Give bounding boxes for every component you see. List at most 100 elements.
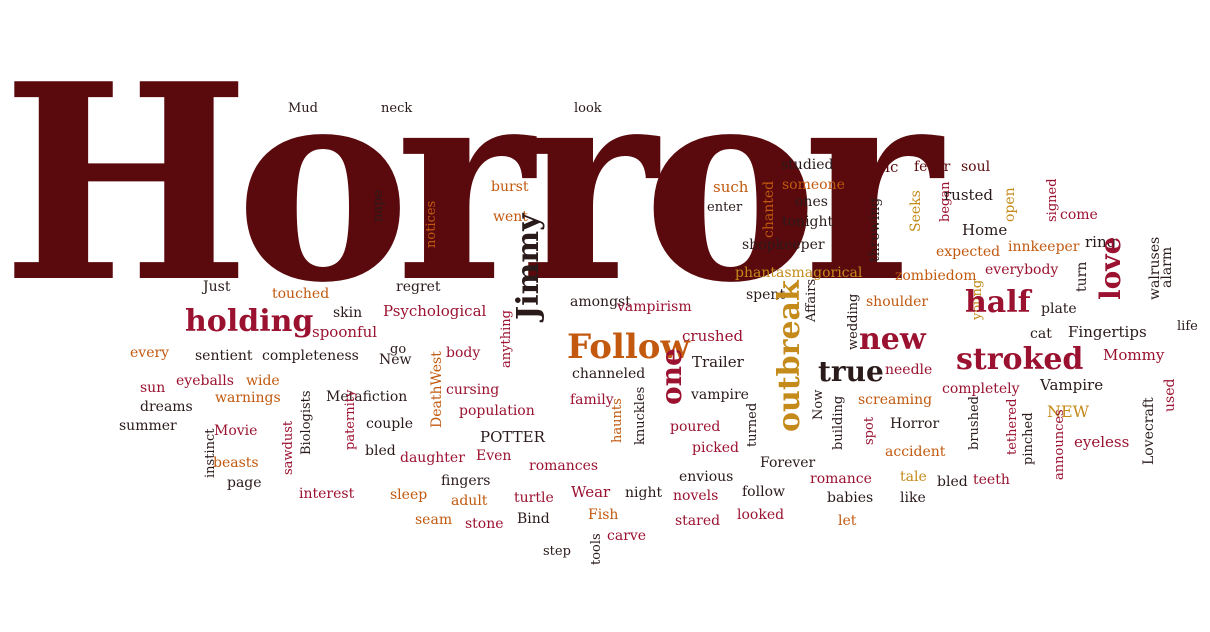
word-turn: turn: [1074, 261, 1090, 292]
word-announces: announces: [1052, 409, 1067, 480]
word-looked: looked: [737, 507, 785, 523]
word-stroked: stroked: [956, 342, 1084, 377]
word-potter: POTTER: [480, 428, 545, 446]
word-accident: accident: [885, 444, 946, 460]
word-trailer: Trailer: [692, 353, 744, 371]
word-novels: novels: [673, 488, 719, 504]
word-home: Home: [962, 221, 1008, 239]
word-spent: spent: [746, 287, 786, 303]
word-innkeeper: innkeeper: [1008, 239, 1080, 255]
word-wear: Wear: [571, 483, 611, 501]
word-building: building: [831, 395, 846, 450]
word-half: half: [965, 285, 1031, 320]
word-such: such: [713, 178, 749, 196]
word-ring: ring: [1085, 233, 1117, 251]
word-body: body: [446, 345, 481, 361]
word-page: page: [227, 475, 262, 491]
word-step: step: [543, 544, 571, 559]
word-just: Just: [203, 279, 231, 295]
word-every: every: [130, 345, 170, 361]
word-open: open: [1002, 187, 1018, 222]
word-burst: burst: [491, 179, 529, 195]
word-fingertips: Fingertips: [1068, 323, 1147, 341]
word-cursing: cursing: [446, 382, 500, 398]
word-touched: touched: [272, 286, 330, 302]
word-dreams: dreams: [140, 399, 193, 415]
word-phantasmagorical: phantasmagorical: [735, 265, 863, 281]
word-fever: fever: [914, 159, 951, 175]
word-sun: sun: [140, 380, 166, 396]
word-used: used: [1162, 378, 1178, 412]
word-spoonful: spoonful: [312, 323, 378, 341]
word-night: night: [625, 485, 663, 501]
word-signed: signed: [1045, 178, 1060, 222]
word-zombiedom: zombiedom: [895, 268, 977, 284]
word-beasts: beasts: [213, 455, 259, 471]
word-sleep: sleep: [390, 487, 428, 503]
word-spot: spot: [862, 416, 877, 445]
word-follow: follow: [742, 484, 785, 500]
word-like: like: [900, 490, 926, 506]
word-look: look: [574, 101, 602, 116]
word-brushed: brushed: [967, 396, 982, 450]
word-vampirism: vampirism: [617, 299, 692, 315]
title-word: Horror: [2, 24, 942, 342]
word-soul: soul: [961, 159, 991, 175]
word-turned: turned: [745, 402, 760, 447]
word-mud: Mud: [288, 101, 319, 116]
word-new: new: [859, 322, 926, 357]
word-even: Even: [476, 448, 512, 464]
word-sawdust: sawdust: [281, 420, 296, 475]
word-alarm: alarm: [1159, 246, 1175, 288]
word-come: come: [1060, 207, 1098, 223]
word-enter: enter: [707, 200, 743, 215]
word-shopkeeper: shopkeeper: [742, 237, 825, 253]
word-completeness: completeness: [262, 348, 359, 364]
word-deathwest: DeathWest: [429, 351, 445, 428]
word-skin: skin: [333, 305, 363, 321]
word-romance: romance: [810, 471, 872, 487]
word-stone: stone: [465, 516, 504, 532]
word-lovecraft: Lovecraft: [1141, 397, 1157, 465]
word-life: life: [1177, 319, 1198, 334]
word-interest: interest: [299, 486, 355, 502]
word-picked: picked: [692, 440, 740, 456]
word-notices: notices: [424, 200, 439, 248]
word-adult: adult: [451, 493, 488, 509]
word-true: true: [818, 355, 884, 388]
word-went: went: [493, 209, 528, 225]
word-vampire: Vampire: [1040, 376, 1104, 394]
word-fish: Fish: [588, 507, 619, 523]
word-envious: envious: [679, 469, 734, 485]
word-new: New: [379, 352, 412, 368]
word-holding: holding: [185, 304, 314, 339]
word-carve: carve: [607, 528, 647, 544]
word-haunts: haunts: [610, 398, 625, 443]
word-chanted: chanted: [761, 180, 777, 238]
word-erotic: Erotic: [852, 158, 899, 176]
word-amongst: amongst: [570, 294, 631, 310]
word-expected: expected: [936, 244, 1001, 260]
word-turtle: turtle: [514, 490, 554, 506]
word-new: NEW: [1047, 402, 1090, 421]
word-love: love: [1094, 236, 1127, 300]
word-mommy: Mommy: [1103, 346, 1165, 364]
word-wide: wide: [246, 373, 280, 389]
word-teeth: teeth: [973, 472, 1010, 488]
word-vampire: vampire: [691, 387, 749, 403]
word-fingers: fingers: [441, 473, 491, 489]
word-biologists: Biologists: [299, 390, 314, 455]
word-nape: nape: [371, 189, 386, 222]
word-channeled: channeled: [572, 366, 646, 382]
word-population: population: [459, 403, 535, 419]
word-warnings: warnings: [215, 390, 281, 406]
word-now: Now: [811, 389, 826, 420]
word-shoulder: shoulder: [866, 294, 929, 310]
word-go: go: [390, 342, 407, 357]
word-tonight: tonight: [782, 214, 834, 230]
word-crushed: crushed: [682, 327, 744, 345]
word-throwing: throwing: [867, 197, 883, 262]
word-someone: someone: [782, 177, 845, 193]
word-eyeballs: eyeballs: [176, 373, 234, 389]
word-bind: Bind: [517, 511, 550, 527]
